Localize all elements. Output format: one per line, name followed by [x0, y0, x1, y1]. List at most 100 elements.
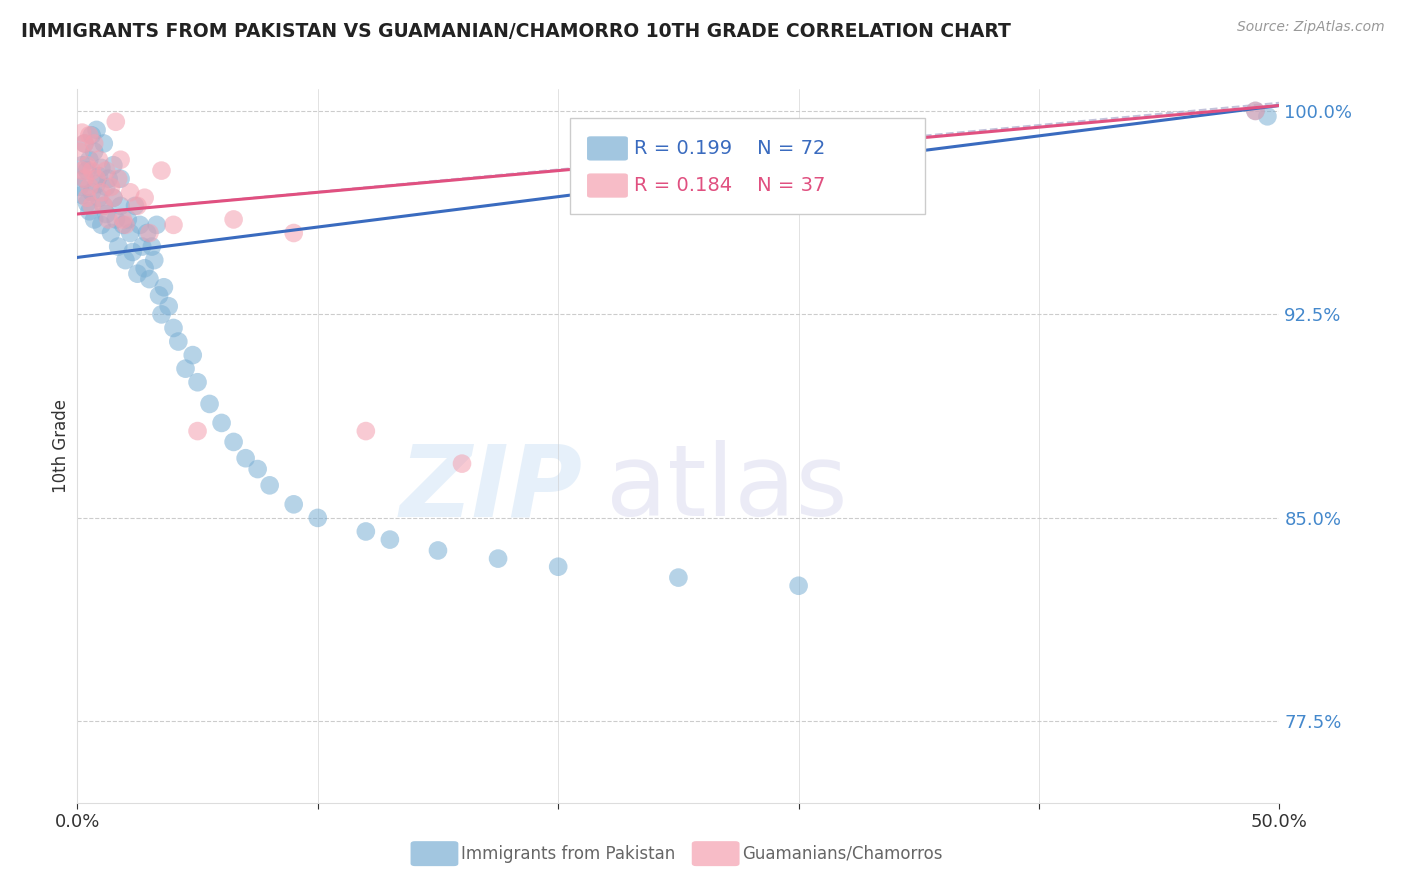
- Point: [79, 204, 101, 219]
- Point: [138, 272, 160, 286]
- Point: [103, 158, 125, 172]
- Point: [198, 397, 221, 411]
- Point: [90, 161, 112, 175]
- Point: [222, 212, 245, 227]
- Point: [1256, 109, 1278, 123]
- Point: [79, 128, 101, 143]
- Point: [124, 199, 146, 213]
- Point: [70, 158, 93, 172]
- Point: [86, 123, 108, 137]
- Point: [73, 171, 96, 186]
- Point: [80, 186, 103, 200]
- Point: [186, 424, 209, 438]
- Point: [110, 153, 132, 167]
- Point: [79, 153, 101, 167]
- Point: [162, 321, 184, 335]
- Point: [87, 169, 110, 183]
- Point: [120, 226, 142, 240]
- Point: [134, 191, 156, 205]
- Point: [283, 497, 305, 511]
- Point: [1244, 103, 1267, 118]
- Point: [668, 571, 690, 585]
- Text: Source: ZipAtlas.com: Source: ZipAtlas.com: [1237, 20, 1385, 34]
- Point: [90, 186, 112, 200]
- Point: [70, 126, 93, 140]
- Point: [73, 136, 96, 151]
- Point: [97, 212, 120, 227]
- Point: [80, 199, 103, 213]
- Point: [104, 212, 127, 227]
- Point: [69, 180, 91, 194]
- Point: [90, 218, 112, 232]
- Point: [127, 267, 149, 281]
- Point: [96, 180, 118, 194]
- Point: [83, 136, 105, 151]
- Point: [136, 226, 159, 240]
- Point: [76, 158, 98, 172]
- Point: [787, 579, 810, 593]
- Point: [145, 218, 167, 232]
- Point: [93, 199, 115, 213]
- Text: R = 0.184    N = 37: R = 0.184 N = 37: [634, 176, 825, 195]
- Point: [211, 416, 233, 430]
- Point: [93, 199, 115, 213]
- Point: [93, 136, 115, 151]
- Point: [307, 511, 329, 525]
- Point: [110, 171, 132, 186]
- Text: Guamanians/Chamorros: Guamanians/Chamorros: [742, 845, 943, 863]
- Point: [451, 457, 474, 471]
- Point: [157, 299, 180, 313]
- Point: [70, 188, 93, 202]
- Point: [73, 171, 96, 186]
- Point: [181, 348, 204, 362]
- Point: [100, 180, 122, 194]
- Point: [222, 434, 245, 449]
- Point: [111, 218, 134, 232]
- Point: [83, 212, 105, 227]
- FancyBboxPatch shape: [588, 173, 628, 198]
- Point: [80, 163, 103, 178]
- Point: [378, 533, 401, 547]
- Point: [141, 239, 163, 253]
- Text: R = 0.199    N = 72: R = 0.199 N = 72: [634, 139, 825, 158]
- FancyBboxPatch shape: [571, 118, 925, 214]
- Point: [107, 171, 129, 186]
- Point: [114, 253, 136, 268]
- Point: [131, 239, 153, 253]
- Point: [111, 212, 134, 227]
- Point: [76, 196, 98, 211]
- Point: [174, 361, 197, 376]
- Point: [283, 226, 305, 240]
- Point: [246, 462, 269, 476]
- Point: [87, 153, 110, 167]
- Point: [1244, 103, 1267, 118]
- Point: [114, 218, 136, 232]
- Point: [120, 186, 142, 200]
- Point: [128, 218, 150, 232]
- Text: ZIP: ZIP: [399, 441, 582, 537]
- Point: [76, 191, 98, 205]
- Point: [427, 543, 450, 558]
- Point: [143, 253, 166, 268]
- Point: [148, 288, 170, 302]
- Text: IMMIGRANTS FROM PAKISTAN VS GUAMANIAN/CHAMORRO 10TH GRADE CORRELATION CHART: IMMIGRANTS FROM PAKISTAN VS GUAMANIAN/CH…: [21, 22, 1011, 41]
- Point: [70, 163, 93, 178]
- Point: [153, 280, 176, 294]
- Point: [110, 199, 132, 213]
- Point: [547, 559, 569, 574]
- Point: [86, 177, 108, 191]
- Point: [80, 128, 103, 143]
- Point: [96, 207, 118, 221]
- Point: [121, 245, 143, 260]
- Point: [354, 424, 377, 438]
- Point: [103, 191, 125, 205]
- Point: [83, 145, 105, 159]
- Point: [100, 226, 122, 240]
- Point: [235, 451, 257, 466]
- Point: [127, 199, 149, 213]
- Point: [104, 115, 127, 129]
- Point: [186, 376, 209, 390]
- Point: [150, 307, 173, 321]
- Point: [79, 180, 101, 194]
- Point: [73, 136, 96, 151]
